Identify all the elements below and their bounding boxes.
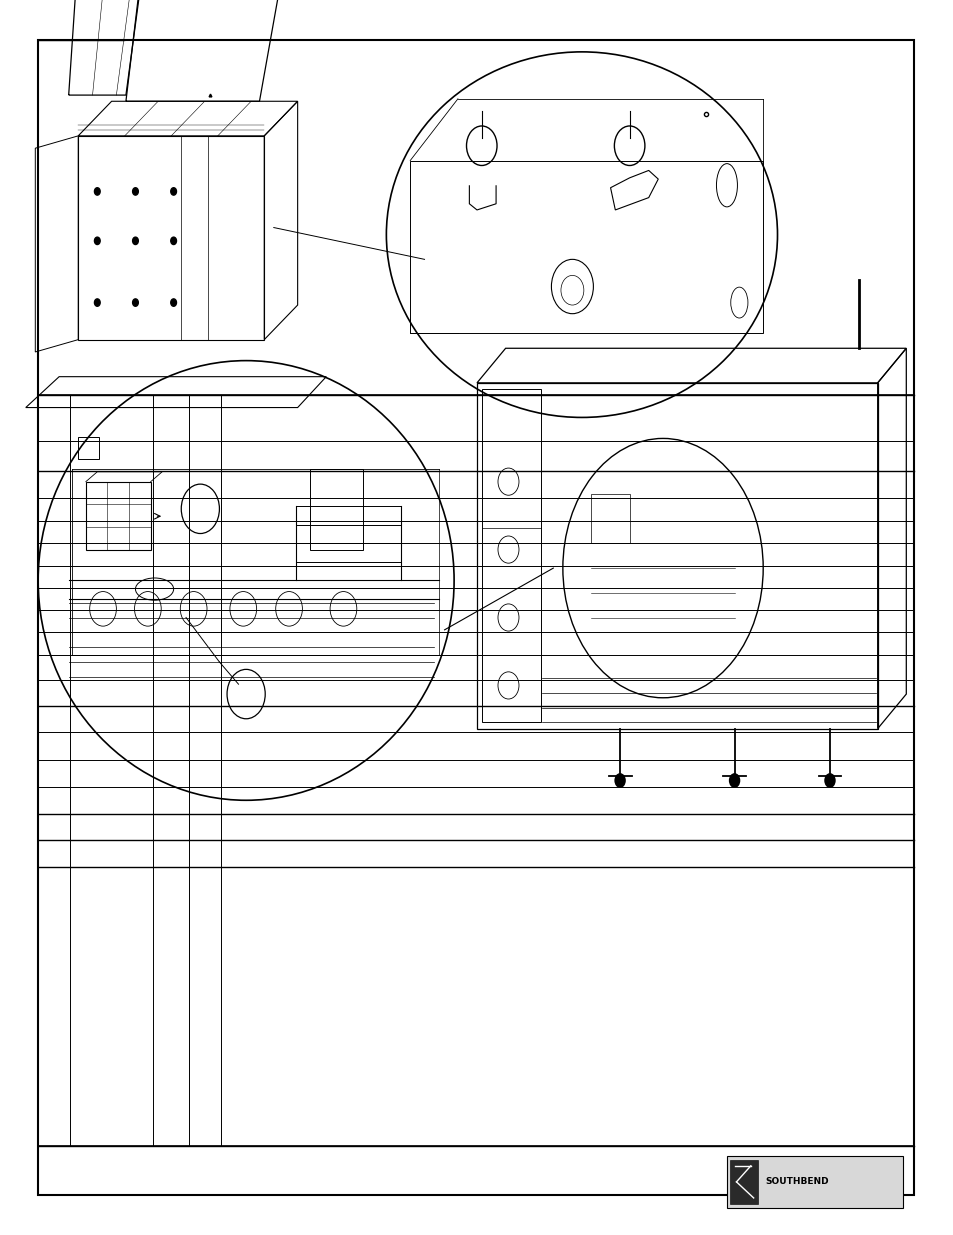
Circle shape	[132, 237, 138, 245]
Circle shape	[171, 299, 176, 306]
Bar	[38, 395, 913, 1146]
Bar	[729, 1160, 758, 1204]
Bar	[481, 389, 540, 722]
Bar	[726, 1156, 902, 1208]
Circle shape	[94, 299, 100, 306]
Bar	[591, 494, 629, 543]
Bar	[78, 437, 99, 459]
Bar	[310, 469, 362, 550]
Circle shape	[171, 237, 176, 245]
Circle shape	[823, 773, 835, 788]
Bar	[476, 383, 877, 729]
Text: SOUTHBEND: SOUTHBEND	[764, 1177, 828, 1187]
Circle shape	[728, 773, 740, 788]
Bar	[86, 482, 151, 550]
Circle shape	[94, 237, 100, 245]
Circle shape	[132, 299, 138, 306]
Circle shape	[94, 188, 100, 195]
Circle shape	[171, 188, 176, 195]
Circle shape	[614, 773, 625, 788]
Circle shape	[132, 188, 138, 195]
